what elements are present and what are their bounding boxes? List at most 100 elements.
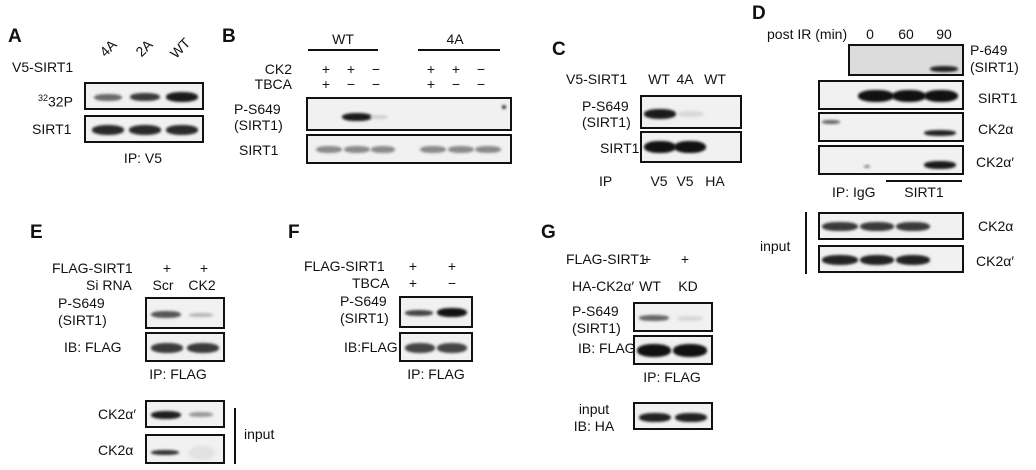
band bbox=[92, 125, 124, 135]
band bbox=[166, 92, 198, 102]
panel-c-lane: WT bbox=[704, 71, 726, 87]
panel-b-blot2-label: SIRT1 bbox=[239, 142, 279, 158]
panel-b-tbca-label: TBCA bbox=[254, 76, 292, 92]
band bbox=[924, 90, 958, 102]
panel-a-blot2-label: SIRT1 bbox=[32, 121, 72, 137]
band bbox=[822, 255, 858, 265]
band bbox=[405, 310, 433, 316]
panel-d-time: 0 bbox=[866, 26, 874, 42]
panel-b-tbca-mark: − bbox=[371, 76, 381, 92]
panel-e-row1-mark: + bbox=[199, 260, 209, 276]
panel-d-blot-p649 bbox=[848, 44, 964, 76]
band bbox=[639, 315, 669, 321]
panel-g-input-blot bbox=[633, 402, 713, 430]
panel-b-ck2-mark: − bbox=[476, 61, 486, 77]
panel-f-row2-mark: − bbox=[447, 275, 457, 291]
band bbox=[639, 413, 671, 422]
panel-d-time: 90 bbox=[936, 26, 952, 42]
panel-d-blot-sirt1 bbox=[818, 80, 964, 110]
panel-d-label-ck2a-prime: CK2α′ bbox=[976, 154, 1014, 170]
band bbox=[673, 344, 707, 357]
panel-b-group-wt-line bbox=[308, 49, 378, 51]
panel-g-input-label-1: input bbox=[578, 401, 610, 417]
panel-d-ip-label: IP: bbox=[832, 184, 850, 200]
panel-f-footer: IP: FLAG bbox=[407, 366, 465, 382]
panel-g-row2-lane: WT bbox=[639, 278, 661, 294]
panel-b-group-wt: WT bbox=[332, 31, 354, 47]
band bbox=[151, 343, 183, 353]
panel-f-blot2-label: IB:FLAG bbox=[344, 339, 398, 355]
panel-e-input-bracket bbox=[234, 408, 236, 464]
panel-e-blot2-label: IB: FLAG bbox=[64, 339, 122, 355]
band bbox=[858, 90, 894, 102]
panel-a-blot2 bbox=[84, 115, 204, 143]
panel-c-ip-lane: HA bbox=[705, 173, 725, 189]
panel-f-row2-mark: + bbox=[408, 275, 418, 291]
panel-c-row-label: V5-SIRT1 bbox=[566, 71, 628, 87]
panel-f-row1-mark: + bbox=[408, 258, 418, 274]
panel-d-input-ck2a-prime bbox=[818, 245, 964, 273]
panel-d-ip-igg: IgG bbox=[853, 184, 876, 200]
band bbox=[822, 222, 858, 231]
band bbox=[475, 146, 501, 153]
panel-g-blot1-label-1: P-S649 bbox=[572, 303, 619, 319]
panel-e-input-blot-ck2a-prime bbox=[145, 400, 225, 428]
panel-g-blot2-label: IB: FLAG bbox=[578, 340, 636, 356]
band bbox=[822, 120, 840, 124]
panel-b-ck2-mark: − bbox=[371, 61, 381, 77]
band bbox=[189, 313, 213, 317]
band bbox=[644, 141, 676, 153]
band bbox=[860, 255, 894, 265]
panel-d-time: 60 bbox=[898, 26, 914, 42]
panel-c-letter: C bbox=[552, 39, 566, 60]
panel-b-group-4a: 4A bbox=[446, 31, 464, 47]
panel-b-tbca-mark: − bbox=[451, 76, 461, 92]
panel-e-blot2 bbox=[145, 332, 225, 362]
band bbox=[924, 130, 956, 136]
panel-b-tbca-mark: + bbox=[321, 76, 331, 92]
band bbox=[896, 222, 930, 231]
panel-f-blot1-label-1: P-S649 bbox=[340, 293, 387, 309]
band bbox=[675, 413, 707, 422]
panel-d-blot-ck2a-prime bbox=[818, 145, 964, 175]
panel-g-input-label-2: IB: HA bbox=[573, 418, 615, 434]
panel-d-label-ck2a: CK2α bbox=[978, 121, 1014, 137]
panel-b-group-4a-line bbox=[418, 49, 500, 51]
band bbox=[864, 165, 870, 168]
panel-e-footer: IP: FLAG bbox=[149, 366, 207, 382]
band bbox=[151, 411, 181, 419]
band bbox=[502, 105, 506, 109]
band bbox=[930, 66, 958, 72]
band bbox=[860, 222, 894, 231]
panel-a-blot1 bbox=[84, 82, 204, 110]
band bbox=[166, 125, 198, 135]
band bbox=[437, 308, 467, 317]
panel-a-lane-2a: 2A bbox=[132, 36, 156, 60]
panel-e-row2-lane: CK2 bbox=[188, 277, 216, 293]
panel-b-letter: B bbox=[222, 26, 236, 47]
panel-a-footer: IP: V5 bbox=[123, 150, 163, 166]
panel-g-row2-lane: KD bbox=[678, 278, 698, 294]
panel-c-blot2 bbox=[640, 131, 742, 163]
panel-d-input-label: input bbox=[760, 238, 791, 254]
band bbox=[151, 311, 181, 318]
panel-c-blot2-label: SIRT1 bbox=[600, 140, 640, 156]
panel-c-ip-lane: V5 bbox=[676, 173, 694, 189]
panel-e-input-label-ck2a-prime: CK2α′ bbox=[98, 406, 136, 422]
panel-d-input-label-ck2a-prime: CK2α′ bbox=[976, 253, 1014, 269]
band bbox=[189, 412, 213, 417]
band bbox=[316, 146, 342, 153]
band bbox=[151, 450, 179, 455]
band bbox=[644, 109, 676, 119]
panel-g-row1-label: FLAG-SIRT1 bbox=[566, 251, 647, 267]
panel-b-ck2-mark: + bbox=[426, 61, 436, 77]
panel-a-lane-4a: 4A bbox=[96, 36, 120, 60]
panel-d-input-label-ck2a: CK2α bbox=[978, 218, 1014, 234]
panel-b-tbca-mark: − bbox=[476, 76, 486, 92]
panel-f-row1-label: FLAG-SIRT1 bbox=[304, 258, 385, 274]
panel-e-row1-label: FLAG-SIRT1 bbox=[52, 260, 133, 276]
band bbox=[94, 94, 122, 101]
panel-c-blot1-label-1: P-S649 bbox=[582, 98, 629, 114]
panel-g-blot1-label-2: (SIRT1) bbox=[572, 320, 621, 336]
panel-c-lane: 4A bbox=[676, 71, 694, 87]
